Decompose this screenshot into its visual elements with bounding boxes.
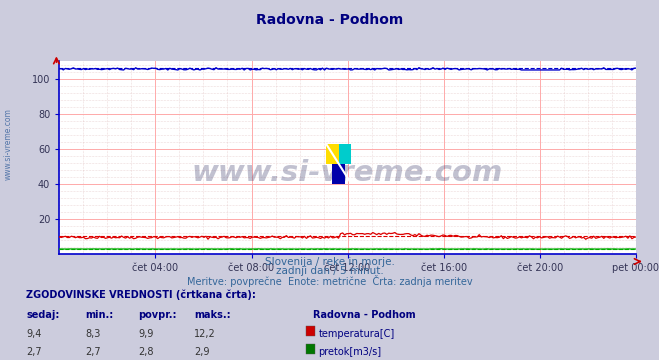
Text: 2,7: 2,7 [26,347,42,357]
Text: pretok[m3/s]: pretok[m3/s] [318,347,382,357]
Text: temperatura[C]: temperatura[C] [318,329,395,339]
Text: maks.:: maks.: [194,310,231,320]
Text: 2,9: 2,9 [194,347,210,357]
Text: 8,3: 8,3 [86,329,101,339]
Text: 2,8: 2,8 [138,347,154,357]
Bar [339,144,351,164]
Bar [333,164,345,184]
Text: min.:: min.: [86,310,114,320]
Text: 9,9: 9,9 [138,329,154,339]
Bar [326,144,339,164]
Text: zadnji dan / 5 minut.: zadnji dan / 5 minut. [275,266,384,276]
Text: 12,2: 12,2 [194,329,216,339]
Text: Radovna - Podhom: Radovna - Podhom [313,310,416,320]
Text: Meritve: povprečne  Enote: metrične  Črta: zadnja meritev: Meritve: povprečne Enote: metrične Črta:… [186,275,473,287]
Text: Radovna - Podhom: Radovna - Podhom [256,13,403,27]
Text: www.si-vreme.com: www.si-vreme.com [192,159,503,187]
Text: www.si-vreme.com: www.si-vreme.com [4,108,13,180]
Text: Slovenija / reke in morje.: Slovenija / reke in morje. [264,257,395,267]
Text: povpr.:: povpr.: [138,310,177,320]
Text: 9,4: 9,4 [26,329,42,339]
Text: ZGODOVINSKE VREDNOSTI (črtkana črta):: ZGODOVINSKE VREDNOSTI (črtkana črta): [26,290,256,300]
Text: sedaj:: sedaj: [26,310,60,320]
Text: 2,7: 2,7 [86,347,101,357]
